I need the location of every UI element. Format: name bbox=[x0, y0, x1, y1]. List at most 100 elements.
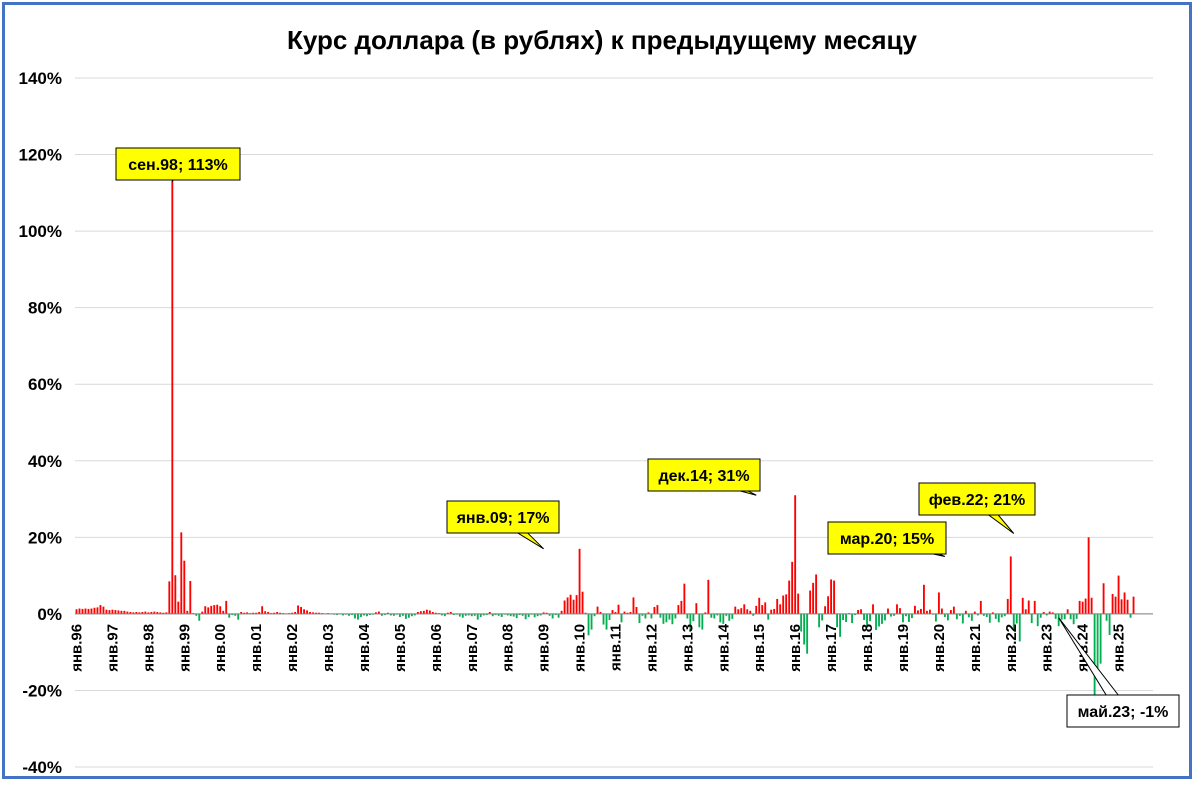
bar bbox=[78, 608, 81, 614]
bar bbox=[90, 608, 93, 614]
x-tick-label: янв.22 bbox=[1003, 624, 1020, 672]
bar bbox=[797, 593, 800, 614]
bar bbox=[476, 613, 479, 620]
bar bbox=[851, 613, 853, 624]
bar bbox=[560, 610, 563, 614]
bar bbox=[662, 613, 665, 624]
bar bbox=[1087, 537, 1090, 614]
bar bbox=[833, 580, 836, 614]
bar bbox=[842, 613, 845, 621]
bar bbox=[1042, 611, 1045, 614]
bar bbox=[743, 604, 746, 614]
callout: сен.98; 113% bbox=[115, 147, 241, 183]
bar bbox=[228, 613, 231, 618]
bar bbox=[1072, 613, 1075, 625]
bar bbox=[81, 608, 84, 614]
bar bbox=[1030, 613, 1033, 624]
bar bbox=[725, 613, 728, 616]
bar bbox=[114, 610, 117, 614]
bar bbox=[150, 611, 153, 614]
bar bbox=[982, 613, 985, 616]
x-tick-label: янв.99 bbox=[176, 624, 193, 672]
x-tick-label: янв.05 bbox=[392, 624, 409, 672]
bar bbox=[908, 613, 910, 622]
bar bbox=[279, 612, 282, 614]
bar bbox=[1006, 598, 1009, 614]
bar bbox=[416, 611, 419, 614]
bar bbox=[647, 612, 650, 614]
bar bbox=[384, 613, 386, 616]
x-tick-label: янв.23 bbox=[1039, 624, 1056, 672]
bar bbox=[836, 613, 839, 628]
bar bbox=[812, 582, 815, 614]
bar bbox=[985, 613, 988, 617]
bar bbox=[635, 607, 638, 614]
bar bbox=[782, 595, 785, 614]
bar bbox=[896, 604, 898, 614]
bar bbox=[917, 610, 919, 614]
bar bbox=[315, 612, 317, 614]
bar bbox=[210, 605, 213, 614]
bar bbox=[171, 181, 174, 614]
bar bbox=[671, 613, 674, 625]
bar bbox=[102, 606, 105, 614]
bar bbox=[713, 613, 716, 619]
bar bbox=[1105, 613, 1108, 621]
bar bbox=[863, 613, 865, 621]
bar bbox=[557, 613, 560, 618]
bar bbox=[449, 611, 452, 614]
bar bbox=[452, 613, 455, 616]
callout-box bbox=[827, 521, 947, 555]
bar bbox=[716, 613, 719, 616]
bar bbox=[375, 612, 377, 614]
bar bbox=[884, 613, 886, 621]
bar bbox=[168, 581, 171, 614]
callout-label: дек.14; 31% bbox=[658, 468, 749, 485]
bar bbox=[425, 609, 428, 614]
bar bbox=[970, 613, 973, 621]
bar bbox=[949, 610, 952, 614]
bar bbox=[255, 612, 258, 614]
bar bbox=[755, 605, 758, 614]
bar bbox=[680, 600, 683, 614]
bar bbox=[1039, 613, 1042, 618]
bar bbox=[785, 594, 788, 614]
bar bbox=[165, 612, 168, 614]
bar bbox=[911, 613, 913, 619]
callouts: сен.98; 113% янв.09; 17% дек.14; 31% мар.20… bbox=[115, 147, 1180, 728]
bar bbox=[363, 613, 365, 616]
bar bbox=[593, 613, 596, 617]
bar bbox=[620, 613, 623, 623]
bar bbox=[306, 610, 308, 614]
bar bbox=[952, 606, 955, 614]
bar bbox=[881, 613, 883, 624]
bar bbox=[506, 613, 509, 616]
bar bbox=[360, 613, 362, 617]
gridlines bbox=[75, 77, 1153, 768]
bar bbox=[791, 561, 794, 614]
bar bbox=[1075, 613, 1078, 619]
bar bbox=[686, 613, 689, 619]
y-tick-label: -40% bbox=[22, 758, 62, 776]
bar bbox=[806, 613, 809, 654]
bar bbox=[803, 613, 806, 645]
x-tick-label: янв.03 bbox=[320, 624, 337, 672]
bar bbox=[674, 613, 677, 619]
bar bbox=[225, 600, 228, 614]
bar bbox=[701, 613, 704, 630]
bar bbox=[258, 611, 261, 614]
bar bbox=[111, 609, 114, 614]
x-tick-label: янв.15 bbox=[751, 624, 768, 672]
bar bbox=[887, 608, 889, 614]
bar bbox=[596, 606, 599, 614]
callout-label: фев.22; 21% bbox=[929, 492, 1026, 509]
bar bbox=[734, 606, 737, 614]
bar bbox=[893, 613, 895, 616]
bar bbox=[407, 613, 410, 618]
bar bbox=[809, 590, 812, 614]
bar bbox=[87, 608, 90, 614]
callout-box bbox=[647, 458, 761, 492]
callout: мар.20; 15% bbox=[827, 521, 947, 557]
bar bbox=[381, 613, 383, 616]
bar bbox=[722, 613, 725, 624]
